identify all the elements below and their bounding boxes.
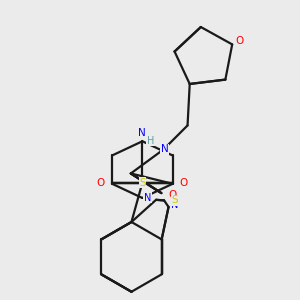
Text: O: O xyxy=(168,190,176,200)
Text: S: S xyxy=(139,178,146,188)
Text: H: H xyxy=(147,136,154,146)
Text: N: N xyxy=(139,128,146,138)
Text: N: N xyxy=(161,144,169,154)
Text: N: N xyxy=(144,193,151,202)
Text: N: N xyxy=(171,200,179,210)
Text: O: O xyxy=(236,36,244,46)
Text: O: O xyxy=(97,178,105,188)
Text: O: O xyxy=(180,178,188,188)
Text: S: S xyxy=(172,195,178,206)
